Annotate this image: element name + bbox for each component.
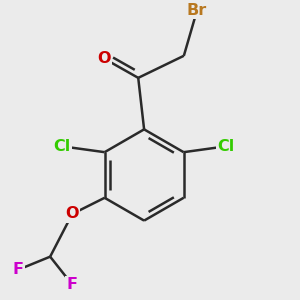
Text: O: O: [65, 206, 79, 221]
Text: Br: Br: [187, 3, 207, 18]
Text: F: F: [67, 277, 78, 292]
Text: Cl: Cl: [53, 139, 70, 154]
Text: O: O: [98, 51, 111, 66]
Text: Cl: Cl: [218, 139, 235, 154]
Text: F: F: [12, 262, 23, 278]
